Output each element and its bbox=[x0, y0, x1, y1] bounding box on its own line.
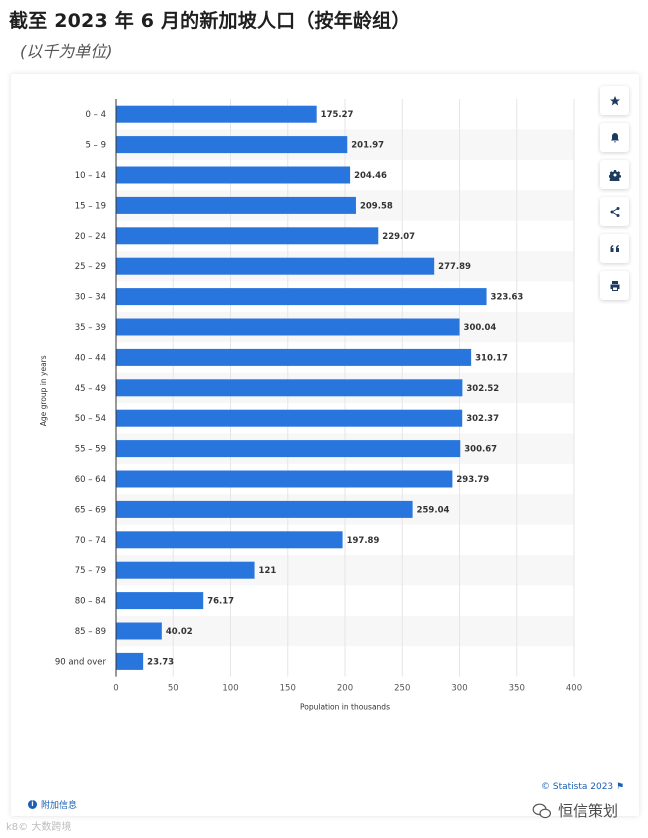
category-label: 50 – 54 bbox=[75, 414, 106, 424]
settings-button[interactable] bbox=[600, 160, 629, 189]
value-label: 300.67 bbox=[464, 445, 497, 455]
bar bbox=[116, 166, 351, 184]
value-label: 323.63 bbox=[491, 293, 524, 303]
bar bbox=[116, 196, 356, 214]
bar bbox=[116, 652, 144, 670]
favorite-button[interactable] bbox=[600, 86, 629, 115]
category-label: 55 – 59 bbox=[75, 445, 106, 455]
bar bbox=[116, 622, 162, 640]
print-button[interactable] bbox=[600, 271, 629, 300]
value-label: 259.04 bbox=[417, 505, 450, 515]
value-label: 121 bbox=[259, 566, 277, 576]
notification-button[interactable] bbox=[600, 123, 629, 152]
bar bbox=[116, 288, 487, 306]
category-label: 5 – 9 bbox=[86, 141, 106, 151]
category-label: 10 – 14 bbox=[75, 171, 106, 181]
share-button[interactable] bbox=[600, 197, 629, 226]
cite-button[interactable] bbox=[600, 234, 629, 263]
category-label: 60 – 64 bbox=[75, 475, 106, 485]
bar bbox=[116, 136, 348, 154]
value-label: 302.52 bbox=[466, 384, 499, 394]
value-label: 197.89 bbox=[347, 536, 380, 546]
value-label: 277.89 bbox=[438, 262, 471, 272]
category-label: 30 – 34 bbox=[75, 293, 106, 303]
x-tick-label: 300 bbox=[451, 684, 467, 694]
value-label: 175.27 bbox=[321, 110, 354, 120]
value-label: 310.17 bbox=[475, 353, 508, 363]
category-label: 25 – 29 bbox=[75, 262, 106, 272]
value-label: 209.58 bbox=[360, 201, 393, 211]
wechat-icon bbox=[532, 803, 551, 818]
x-tick-label: 250 bbox=[394, 684, 410, 694]
quote-icon bbox=[610, 244, 619, 252]
category-label: 90 and over bbox=[55, 657, 107, 667]
bar bbox=[116, 257, 435, 275]
bar bbox=[116, 348, 472, 366]
category-label: 45 – 49 bbox=[75, 384, 106, 394]
gear-icon bbox=[608, 169, 621, 181]
copyright-text: © Statista 2023 bbox=[541, 782, 614, 792]
category-label: 75 – 79 bbox=[75, 566, 106, 576]
category-label: 65 – 69 bbox=[75, 505, 106, 515]
bar bbox=[116, 409, 463, 427]
category-label: 85 – 89 bbox=[75, 627, 106, 637]
x-tick-label: 350 bbox=[509, 684, 525, 694]
bar bbox=[116, 318, 460, 336]
copyright-link[interactable]: © Statista 2023 ⚑ bbox=[541, 782, 624, 792]
x-tick-label: 0 bbox=[113, 684, 118, 694]
share-icon bbox=[610, 206, 619, 217]
watermark-right: 恒信策划 bbox=[532, 800, 618, 821]
x-tick-label: 50 bbox=[168, 684, 179, 694]
watermark-right-text: 恒信策划 bbox=[558, 802, 619, 820]
value-label: 229.07 bbox=[382, 232, 415, 242]
value-label: 302.37 bbox=[466, 414, 499, 424]
page-subtitle: (以千为单位) bbox=[20, 42, 113, 61]
bar bbox=[116, 440, 461, 458]
bar bbox=[116, 227, 379, 245]
bar bbox=[116, 592, 204, 610]
bar bbox=[116, 531, 343, 549]
bar bbox=[116, 500, 413, 518]
category-label: 15 – 19 bbox=[75, 201, 106, 211]
chart-toolbar bbox=[600, 86, 630, 308]
bar bbox=[116, 470, 453, 488]
bar bbox=[116, 105, 317, 123]
additional-info-link[interactable]: i 附加信息 bbox=[28, 798, 77, 811]
x-tick-label: 100 bbox=[222, 684, 238, 694]
value-label: 76.17 bbox=[207, 597, 234, 607]
value-label: 204.46 bbox=[354, 171, 387, 181]
value-label: 201.97 bbox=[351, 141, 384, 151]
x-tick-label: 200 bbox=[337, 684, 353, 694]
value-label: 40.02 bbox=[166, 627, 193, 637]
category-label: 20 – 24 bbox=[75, 232, 106, 242]
category-label: 70 – 74 bbox=[75, 536, 106, 546]
additional-info-label: 附加信息 bbox=[41, 801, 78, 811]
bar bbox=[116, 379, 463, 397]
watermark-left: k8© 大数跨境 bbox=[6, 822, 72, 833]
flag-icon: ⚑ bbox=[616, 782, 625, 792]
value-label: 293.79 bbox=[456, 475, 489, 485]
value-label: 23.73 bbox=[147, 657, 174, 667]
x-tick-label: 400 bbox=[566, 684, 582, 694]
x-axis-title: Population in thousands bbox=[300, 703, 390, 712]
category-label: 40 – 44 bbox=[75, 353, 106, 363]
value-label: 300.04 bbox=[464, 323, 497, 333]
category-label: 35 – 39 bbox=[75, 323, 106, 333]
page-title: 截至 2023 年 6 月的新加坡人口（按年龄组） bbox=[9, 10, 411, 32]
info-icon: i bbox=[28, 800, 37, 809]
print-icon bbox=[610, 280, 619, 291]
bar bbox=[116, 561, 255, 579]
star-icon bbox=[609, 95, 620, 105]
category-label: 0 – 4 bbox=[86, 110, 106, 120]
bell-icon bbox=[610, 132, 619, 142]
x-tick-label: 150 bbox=[280, 684, 296, 694]
y-axis-title: Age group in years bbox=[39, 355, 48, 426]
category-label: 80 – 84 bbox=[75, 597, 106, 607]
